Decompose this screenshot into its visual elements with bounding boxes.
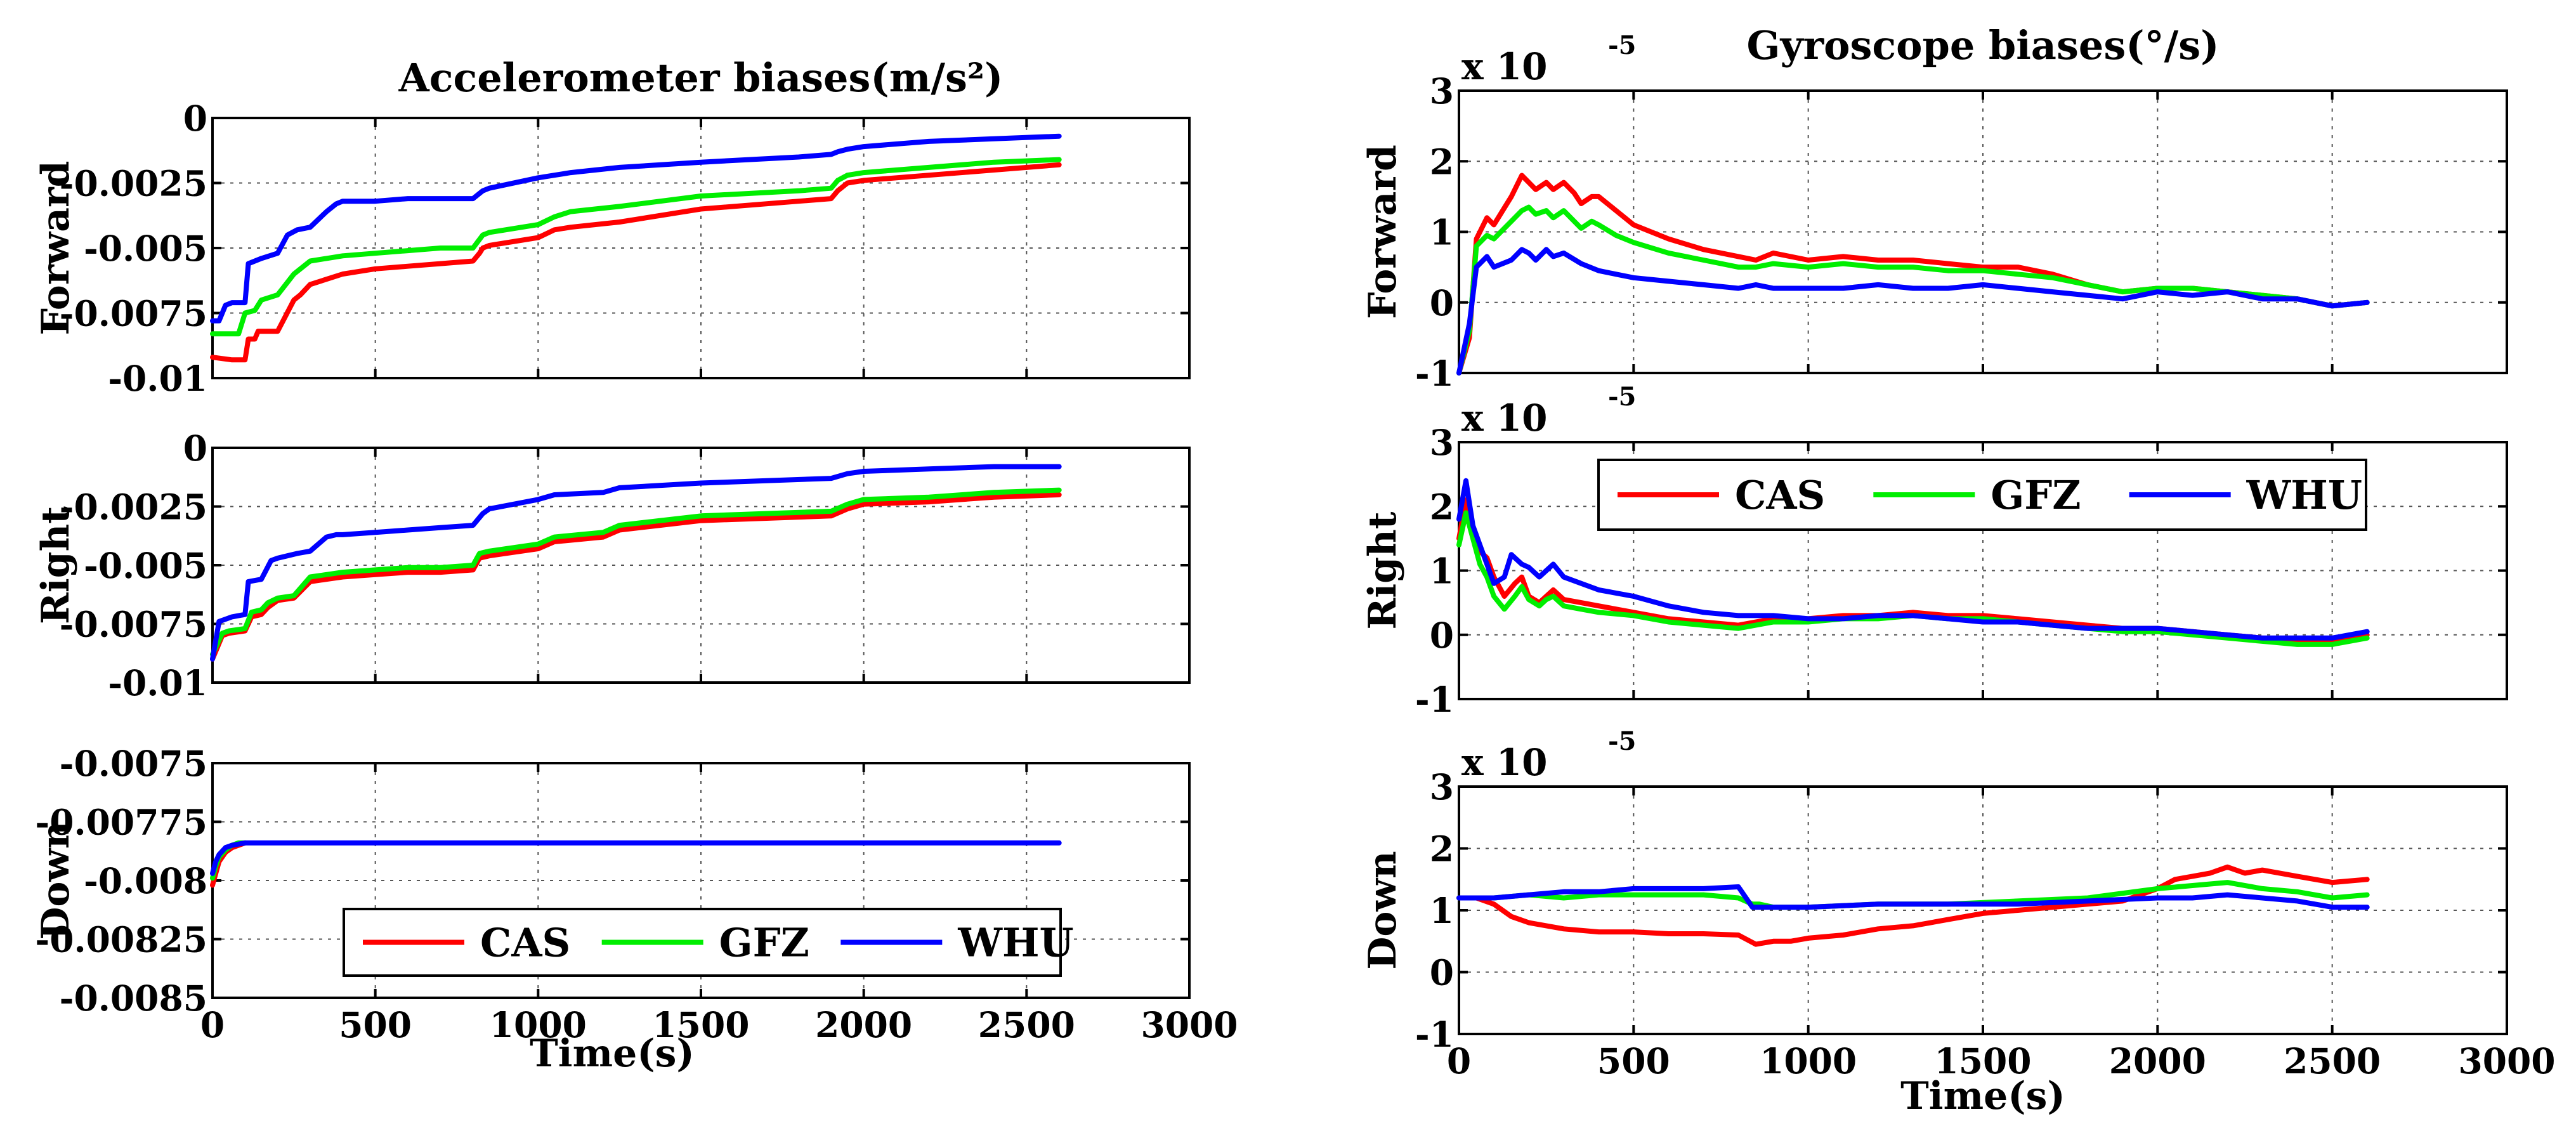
- y-axis-label: Right: [1361, 511, 1405, 629]
- x-tick-label: 500: [339, 1004, 412, 1045]
- y-tick-label: -0.0075: [60, 604, 207, 645]
- y-tick-label: 1: [1430, 890, 1454, 931]
- axis-multiplier: x 10: [1461, 741, 1547, 784]
- y-tick-label: -0.01: [108, 662, 207, 703]
- chart-panel-2: -0.01 -0.0075 -0.005 -0.0025 0 Right: [34, 428, 1191, 703]
- axis-multiplier-exponent: -5: [1608, 30, 1636, 60]
- legend-label-gfz: GFZ: [1991, 472, 2081, 518]
- x-tick-label: 2500: [2284, 1040, 2381, 1082]
- series-line-whu: [1456, 247, 2370, 376]
- series-line-whu: [210, 133, 1062, 324]
- series-line-cas: [210, 162, 1062, 363]
- y-tick-label: -0.00775: [35, 802, 207, 843]
- legend-box: [1597, 459, 2367, 531]
- x-tick-label: 500: [1597, 1040, 1670, 1082]
- chart-panel-4: -1 0 1 2 3 Forward Gyroscope biases(°/s) x 10 -5: [1361, 22, 2508, 394]
- y-tick-label: 0: [183, 428, 207, 469]
- y-tick-label: -0.0075: [60, 293, 207, 334]
- chart-title: Gyroscope biases(°/s): [1747, 22, 2220, 69]
- legend-label-whu: WHU: [957, 920, 1073, 966]
- x-tick-label: 0: [200, 1004, 225, 1045]
- series-line-gfz: [1456, 204, 2370, 376]
- y-axis-label: Down: [1361, 851, 1405, 969]
- y-tick-label: 3: [1430, 766, 1454, 808]
- x-tick-label: 1000: [490, 1004, 587, 1045]
- y-tick-label: 3: [1430, 422, 1454, 463]
- x-tick-label: 0: [1447, 1040, 1471, 1082]
- axis-multiplier: x 10: [1461, 396, 1547, 440]
- y-tick-label: -1: [1415, 1014, 1454, 1055]
- legend: CAS GFZ WHU: [343, 908, 1074, 977]
- chart-panel-3: 0 500 1000 1500 2000 2500 3000 -0.0085 -0.00825 -…: [34, 743, 1238, 1076]
- legend-label-cas: CAS: [1735, 472, 1825, 518]
- series-line-cas: [210, 492, 1062, 662]
- y-tick-label: 2: [1430, 828, 1454, 870]
- y-tick-label: -1: [1415, 353, 1454, 394]
- y-tick-label: 0: [183, 98, 207, 139]
- x-tick-label: 1500: [1934, 1040, 2031, 1082]
- axis-multiplier-exponent: -5: [1608, 726, 1636, 756]
- legend-label-whu: WHU: [2246, 472, 2362, 518]
- series-line-cas: [1456, 864, 2370, 947]
- legend-label-cas: CAS: [480, 920, 570, 966]
- x-tick-label: 2000: [2109, 1040, 2206, 1082]
- x-tick-label: 1000: [1760, 1040, 1857, 1082]
- axis-multiplier-exponent: -5: [1608, 382, 1636, 412]
- y-tick-label: -0.008: [84, 860, 207, 901]
- y-tick-label: -1: [1415, 679, 1454, 720]
- y-tick-label: 2: [1430, 141, 1454, 182]
- y-tick-label: -0.0085: [60, 978, 207, 1019]
- axis-multiplier: x 10: [1461, 45, 1547, 88]
- y-tick-label: 2: [1430, 486, 1454, 527]
- y-axis-label: Forward: [1361, 145, 1405, 319]
- y-tick-label: 1: [1430, 212, 1454, 253]
- series-line-whu: [1456, 884, 2370, 910]
- y-tick-label: 1: [1430, 551, 1454, 592]
- y-tick-label: -0.00825: [35, 919, 207, 960]
- series-line-gfz: [1456, 510, 2370, 647]
- y-tick-label: -0.005: [84, 545, 207, 586]
- y-tick-label: -0.0075: [60, 743, 207, 784]
- y-tick-label: 0: [1430, 615, 1454, 656]
- y-tick-label: -0.0025: [60, 163, 207, 204]
- x-axis-label: Time(s): [530, 1031, 695, 1076]
- x-tick-label: 3000: [2458, 1040, 2555, 1082]
- x-axis-label: Time(s): [1900, 1074, 2065, 1118]
- y-axis-label: Right: [34, 506, 78, 624]
- series-line-whu: [1456, 478, 2370, 641]
- x-tick-label: 3000: [1141, 1004, 1238, 1045]
- y-tick-label: 0: [1430, 952, 1454, 993]
- legend-label-gfz: GFZ: [719, 920, 809, 966]
- series-line-gfz: [210, 157, 1062, 337]
- chart-panel-6: 0 500 1000 1500 2000 2500 3000-10123DownTime(s…: [1361, 726, 2556, 1118]
- y-axis-label: Forward: [34, 160, 78, 335]
- series-line-whu: [210, 464, 1062, 662]
- y-tick-label: -0.005: [84, 228, 207, 269]
- y-tick-label: 0: [1430, 282, 1454, 324]
- legend: CAS GFZ WHU: [1597, 459, 2367, 531]
- series-line-whu: [210, 840, 1062, 876]
- chart-title: Accelerometer biases(m/s²): [398, 55, 1004, 101]
- x-tick-label: 2000: [815, 1004, 912, 1045]
- y-tick-label: -0.0025: [60, 487, 207, 528]
- chart-panel-5: -1 0 1 2 3 Right x 10 -5: [1361, 382, 2508, 720]
- y-tick-label: 3: [1430, 70, 1454, 112]
- chart-panel-1: -0.01 -0.0075 -0.005 -0.0025 0 Forward Acceler…: [34, 55, 1191, 399]
- x-tick-label: 2500: [978, 1004, 1075, 1045]
- x-tick-label: 1500: [652, 1004, 749, 1045]
- y-axis-label: Down: [34, 821, 78, 939]
- y-tick-label: -0.01: [108, 358, 207, 399]
- series-line-gfz: [210, 487, 1062, 657]
